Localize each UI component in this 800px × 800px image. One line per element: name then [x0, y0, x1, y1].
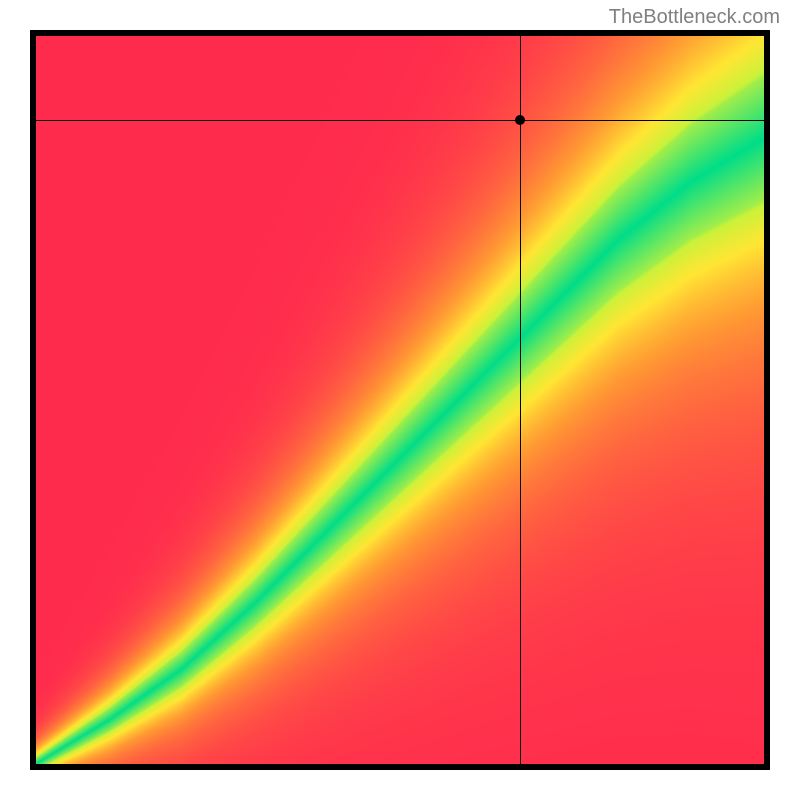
plot-inner: [36, 36, 764, 764]
crosshair-vertical: [520, 36, 521, 764]
root-container: TheBottleneck.com: [0, 0, 800, 800]
crosshair-marker: [515, 115, 525, 125]
crosshair-horizontal: [36, 120, 764, 121]
heatmap-canvas: [36, 36, 764, 764]
plot-frame: [30, 30, 770, 770]
watermark-text: TheBottleneck.com: [609, 6, 780, 29]
